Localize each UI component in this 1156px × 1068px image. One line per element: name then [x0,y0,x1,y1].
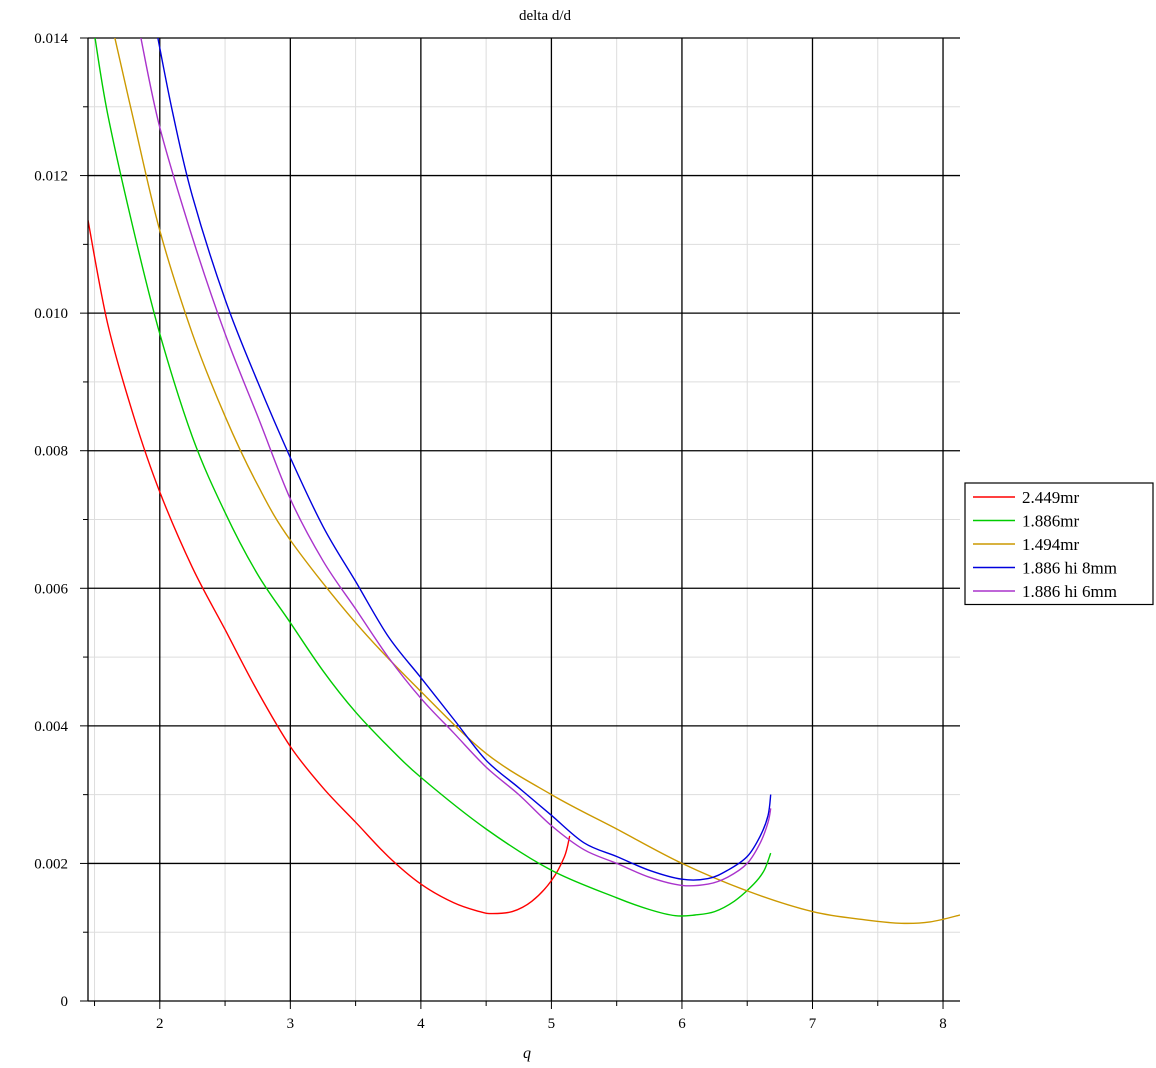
y-tick-label: 0.014 [34,31,68,47]
y-tick-label: 0.004 [34,719,68,735]
x-tick-label: 3 [287,1016,295,1032]
x-axis-label: q [523,1045,531,1062]
x-tick-label: 8 [939,1016,947,1032]
legend-label: 1.494mr [1022,535,1079,554]
legend-label: 1.886 hi 8mm [1022,559,1117,578]
legend: 2.449mr 1.886mr 1.494mr 1.886 hi 8mm 1.886 h… [964,482,1154,606]
x-tick-label: 5 [548,1016,556,1032]
major-grid [88,37,960,1001]
legend-label: 2.449mr [1022,488,1079,507]
legend-label: 1.886 hi 6mm [1022,582,1117,601]
x-tick-label: 2 [156,1016,164,1032]
series-line-5 [140,38,772,887]
series-line-3 [114,38,960,925]
y-tick-label: 0.002 [34,856,68,872]
series-layer [88,38,960,925]
legend-label: 1.886mr [1022,512,1079,531]
y-tick-label: 0.012 [34,169,68,185]
y-tick-label: 0.010 [34,306,68,322]
series-line-4 [157,38,772,881]
y-tick-label: 0 [61,994,69,1010]
minor-grid [88,38,960,1001]
y-tick-label: 0.006 [34,581,68,597]
series-line-1 [88,220,571,915]
y-tick-label: 0.008 [34,444,68,460]
chart-title: delta d/d [519,8,572,24]
x-tick-label: 6 [678,1016,686,1032]
x-tick-label: 7 [809,1016,817,1032]
series-line-2 [94,38,772,917]
x-tick-label: 4 [417,1016,425,1032]
axes-layer: 2 3 4 5 6 7 8 0 0.002 0.004 0.006 0.008 0.010 0.012 0.… [34,31,960,1032]
